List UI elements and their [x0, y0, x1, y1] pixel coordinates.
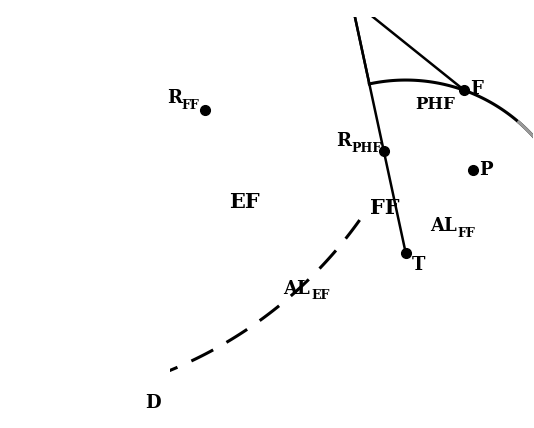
Text: D: D — [145, 395, 161, 413]
Text: FF: FF — [182, 99, 200, 112]
Text: PHF: PHF — [351, 142, 382, 155]
Text: T: T — [412, 256, 425, 274]
Text: R: R — [336, 132, 351, 150]
Text: R: R — [168, 89, 183, 107]
Text: FF: FF — [458, 226, 476, 240]
Text: EF: EF — [229, 192, 260, 212]
Text: PHF: PHF — [415, 96, 456, 113]
Text: AL: AL — [430, 217, 457, 235]
Text: FF: FF — [370, 198, 399, 218]
Text: AL: AL — [284, 280, 310, 298]
Text: P: P — [479, 161, 493, 179]
Text: F: F — [470, 80, 483, 98]
Text: EF: EF — [311, 289, 329, 302]
